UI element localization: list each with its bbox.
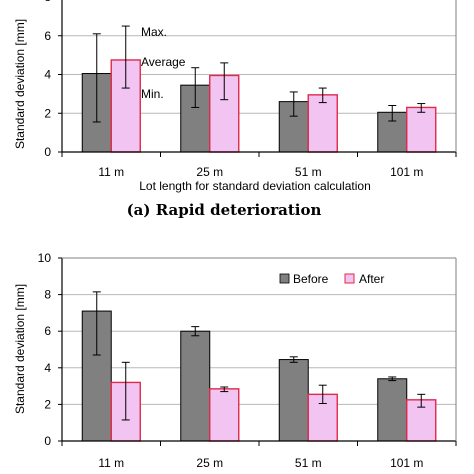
legend-swatch-after [344, 273, 355, 284]
legend-label-before: Before [293, 272, 329, 286]
chart-panel-b: 0 2 4 6 8 10 11 m 25 m 51 m 101 m Standard devia… [13, 251, 457, 470]
caption-a: (a) Rapid deterioration [127, 201, 322, 219]
y-tick-label: 8 [44, 288, 51, 302]
bar-before [180, 330, 211, 442]
x-tick-label: 51 m [295, 165, 322, 179]
x-tick-label: 11 m [98, 456, 124, 470]
y-tick-label: 6 [44, 324, 51, 338]
y-tick-label: 10 [38, 251, 52, 265]
x-tick-label: 25 m [196, 456, 223, 470]
y-axis-label-b: Standard deviation [mm] [13, 284, 27, 414]
y-tick-label: 8 [44, 0, 51, 4]
bar-before [278, 359, 309, 442]
annotation-max: Max. [141, 25, 167, 39]
bar-before [377, 378, 408, 442]
y-tick-label: 2 [44, 397, 51, 411]
bar-after [406, 106, 437, 153]
y-tick-label: 6 [44, 29, 51, 43]
x-tick-label: 101 m [390, 165, 423, 179]
y-tick-label: 0 [44, 145, 51, 159]
y-tick-label: 0 [44, 434, 51, 448]
legend: Before After [279, 272, 384, 286]
x-tick-label: 51 m [295, 456, 322, 470]
bar-after [307, 94, 338, 153]
y-tick-label: 4 [44, 68, 51, 82]
x-tick-label: 25 m [196, 165, 223, 179]
y-tick-label: 4 [44, 361, 51, 375]
annotation-min: Min. [141, 87, 164, 101]
y-axis-label-a: Standard deviation [mm] [13, 19, 27, 149]
legend-label-after: After [359, 272, 384, 286]
legend-swatch-before [279, 273, 290, 284]
chart-panel-a: 0 2 4 6 8 11 m 25 m 51 m 101 m Standard deviati… [13, 0, 457, 219]
x-tick-label: 101 m [390, 456, 423, 470]
y-tick-label: 2 [44, 106, 51, 120]
x-axis-label-a: Lot length for standard deviation calcul… [139, 179, 371, 193]
annotation-average: Average [141, 55, 186, 69]
bar-after [209, 388, 240, 442]
x-tick-label: 11 m [98, 165, 124, 179]
